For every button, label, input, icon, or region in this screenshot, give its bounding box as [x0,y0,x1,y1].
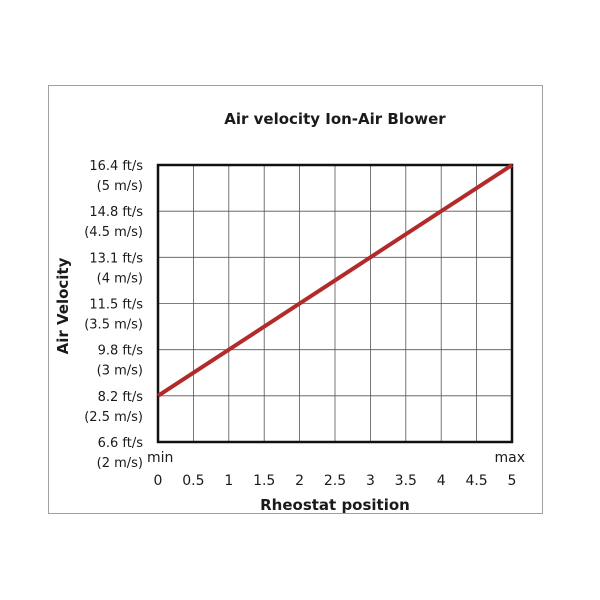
x-tick-label: 3.5 [395,473,417,489]
x-tick-label: 0 [154,473,163,489]
x-min-label: min [147,450,173,466]
y-tick-label-ft: 6.6 ft/s [98,436,144,451]
chart-title: Air velocity Ion-Air Blower [224,110,446,128]
x-tick-label: 3 [366,473,375,489]
y-tick-label-ms: (3 m/s) [97,364,143,379]
x-tick-label: 1 [224,473,233,489]
y-tick-label-ft: 13.1 ft/s [89,251,143,266]
x-tick-label: 2.5 [324,473,346,489]
y-tick-label-ms: (5 m/s) [97,179,143,194]
y-tick-label-ft: 8.2 ft/s [98,390,144,405]
x-max-label: max [494,450,525,466]
y-tick-label-ft: 14.8 ft/s [89,205,143,220]
x-tick-label: 4 [437,473,446,489]
x-tick-label: 4.5 [465,473,487,489]
y-tick-label-ft: 9.8 ft/s [98,344,144,359]
y-tick-label-ms: (4 m/s) [97,271,143,286]
plot-border [156,163,514,444]
y-tick-label-ft: 11.5 ft/s [89,298,143,313]
x-tick-label: 0.5 [182,473,204,489]
x-axis-label: Rheostat position [260,496,410,514]
y-tick-label-ms: (2 m/s) [97,456,143,471]
chart-frame [48,85,543,514]
y-tick-label-ms: (3.5 m/s) [84,318,143,333]
x-tick-label: 2 [295,473,304,489]
x-tick-label: 5 [508,473,517,489]
x-tick-label: 1.5 [253,473,275,489]
y-tick-label-ms: (2.5 m/s) [84,410,143,425]
y-axis-label: Air Velocity [54,257,72,354]
y-tick-label-ms: (4.5 m/s) [84,225,143,240]
series-line [156,163,514,398]
y-tick-label-ft: 16.4 ft/s [89,159,143,174]
